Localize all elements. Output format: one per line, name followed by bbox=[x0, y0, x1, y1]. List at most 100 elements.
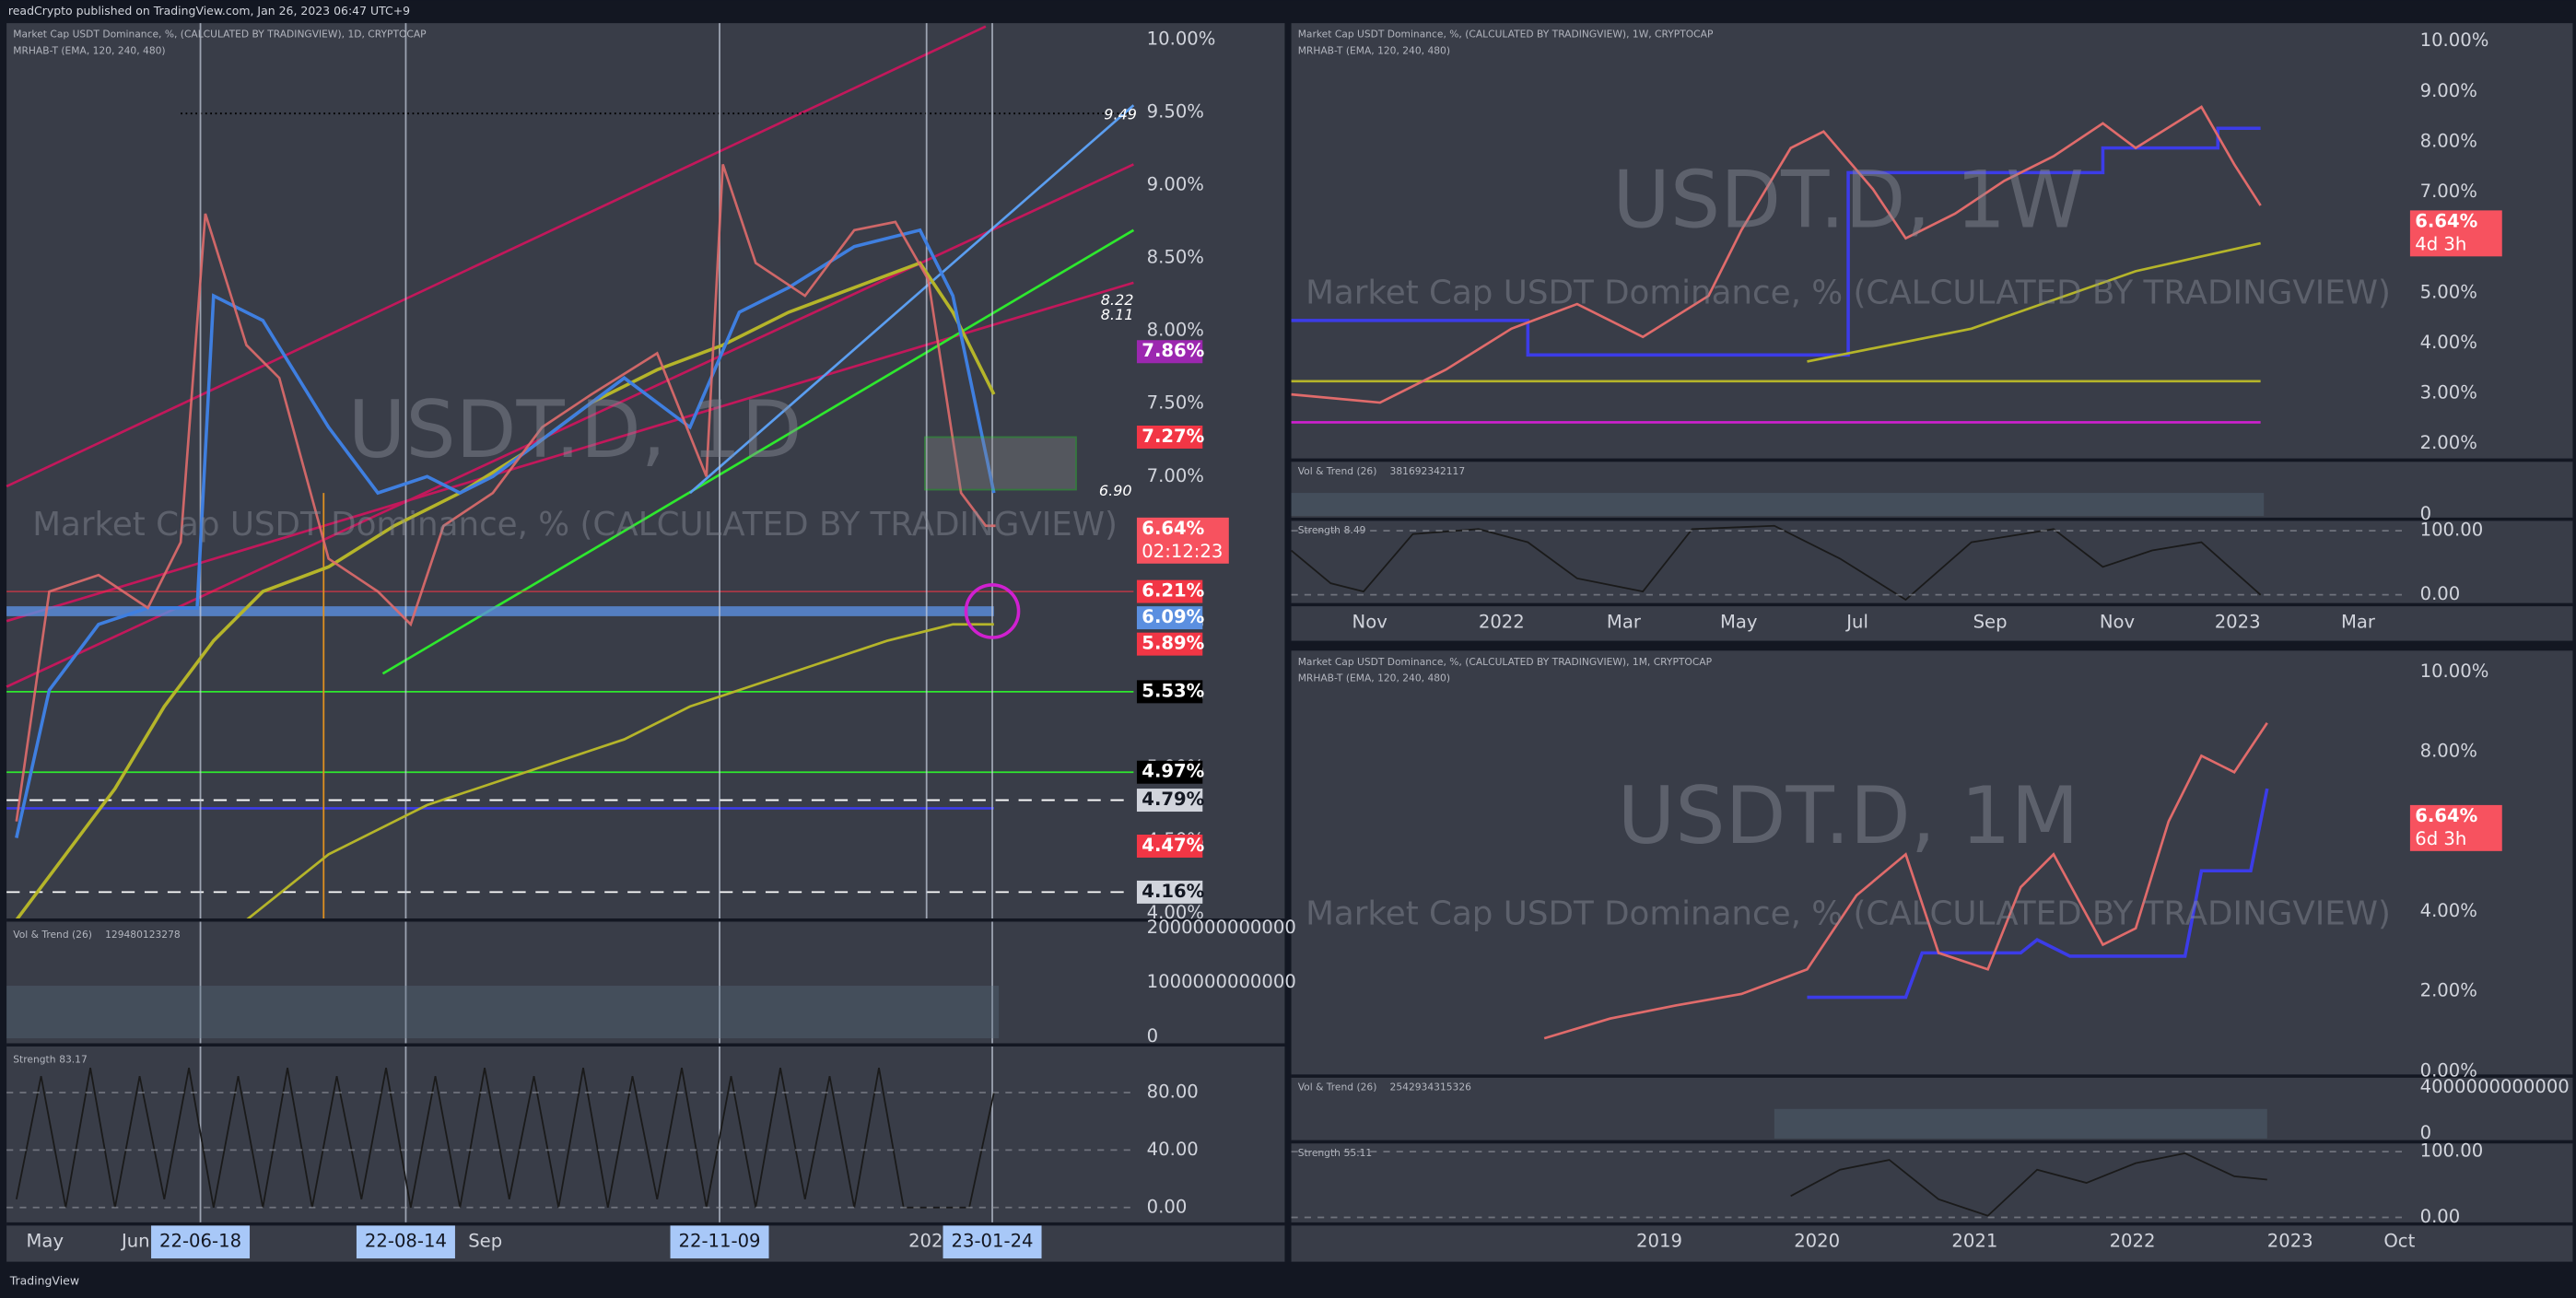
price-badge-label: 5.53% bbox=[1142, 680, 1204, 701]
price-tick-label: 10.00% bbox=[2420, 661, 2489, 682]
volume-title: Vol & Trend (26) bbox=[1298, 465, 1377, 477]
strength-line bbox=[15, 1068, 995, 1209]
price-badge bbox=[1136, 340, 1203, 364]
price-tick-label: 2.00% bbox=[2420, 432, 2477, 453]
time-tick-label: Jun bbox=[120, 1231, 150, 1252]
date-badge bbox=[670, 1225, 769, 1259]
annotation: 8.22 bbox=[1101, 291, 1134, 309]
date-badge-label: 22-11-09 bbox=[679, 1231, 761, 1252]
price-badge-label: 4.16% bbox=[1142, 881, 1204, 902]
volume-tick-label: 1000000000000 bbox=[1147, 971, 1296, 992]
price-badge bbox=[1136, 760, 1203, 784]
watermark-subtitle: Market Cap USDT Dominance, % (CALCULATED… bbox=[1306, 895, 2391, 932]
strength-title: Strength bbox=[1298, 1147, 1341, 1159]
trend-line bbox=[381, 228, 1135, 675]
time-tick-label: May bbox=[27, 1231, 64, 1252]
date-badge bbox=[943, 1225, 1042, 1259]
annotation: 8.11 bbox=[1101, 306, 1134, 323]
price-line bbox=[1291, 105, 2262, 404]
strength-title: Strength bbox=[13, 1053, 55, 1065]
publish-header: readCrypto published on TradingView.com,… bbox=[8, 4, 410, 18]
trend-line bbox=[689, 104, 1135, 495]
volume-area bbox=[1774, 1108, 2267, 1139]
indicator-line bbox=[1807, 241, 2261, 363]
price-badge bbox=[2409, 804, 2502, 851]
price-badge-label: 6.64% bbox=[2415, 805, 2477, 826]
time-tick-label: 2023 bbox=[2267, 1231, 2313, 1252]
price-tick-label: 3.00% bbox=[2420, 381, 2477, 403]
price-badge-label: 6.64% bbox=[2415, 210, 2477, 231]
strength-line bbox=[1290, 524, 2262, 602]
indicator-legend: MRHAB-T (EMA, 120, 240, 480) bbox=[1298, 44, 1450, 56]
price-tick-label: 0.00% bbox=[2420, 1059, 2477, 1081]
decorations bbox=[6, 23, 2269, 1224]
price-tick-label: 8.00% bbox=[2420, 130, 2477, 151]
indicator-line bbox=[1807, 788, 2269, 1000]
watermark-subtitle: Market Cap USDT Dominance, % (CALCULATED… bbox=[1306, 274, 2391, 311]
time-tick-label: Sep bbox=[1973, 611, 2008, 632]
price-badge bbox=[1136, 606, 1203, 630]
price-badge bbox=[1136, 425, 1203, 449]
strength-tick-label: 0.00 bbox=[2420, 1206, 2461, 1227]
trend-line bbox=[6, 163, 1134, 688]
price-tick-label: 9.00% bbox=[1147, 174, 1204, 195]
panel-right-top bbox=[1291, 23, 2573, 641]
price-badge-label: 7.86% bbox=[1142, 340, 1204, 361]
strength-tick-label: 80.00 bbox=[1147, 1081, 1199, 1102]
price-tick-label: 2.00% bbox=[2420, 980, 2477, 1001]
date-badge-label: 23-01-24 bbox=[952, 1231, 1034, 1252]
watermark: USDT.D, 1W bbox=[1612, 155, 2084, 246]
price-tick-label: 8.50% bbox=[1147, 247, 1204, 268]
annotation: 9.49 bbox=[1104, 105, 1137, 123]
indicator-legend: MRHAB-T (EMA, 120, 240, 480) bbox=[13, 44, 165, 56]
volume-value: 129480123278 bbox=[105, 929, 181, 941]
price-tick-label: 8.00% bbox=[1147, 320, 1204, 341]
time-tick-label: 2023 bbox=[908, 1231, 954, 1252]
time-tick-label: Nov bbox=[2100, 611, 2136, 632]
volume-tick-label: 0 bbox=[1147, 1025, 1158, 1047]
indicator-line bbox=[245, 623, 994, 921]
price-badge-countdown: 4d 3h bbox=[2415, 233, 2466, 254]
time-tick-label: 2022 bbox=[2110, 1231, 2156, 1252]
price-tick-label: 8.00% bbox=[2420, 741, 2477, 762]
strength-tick-label: 0.00 bbox=[2420, 583, 2461, 604]
price-badge-label: 4.97% bbox=[1142, 761, 1204, 782]
price-tick-label: 5.00% bbox=[2420, 281, 2477, 302]
chart-title: Market Cap USDT Dominance, %, (CALCULATE… bbox=[1298, 656, 1713, 668]
chart-title: Market Cap USDT Dominance, %, (CALCULATE… bbox=[1298, 29, 1714, 41]
strength-tick-label: 100.00 bbox=[2420, 1140, 2484, 1162]
date-badge-label: 22-06-18 bbox=[159, 1231, 241, 1252]
price-badge-label: 4.79% bbox=[1142, 789, 1204, 810]
volume-tick-label: 0 bbox=[2420, 503, 2431, 524]
price-tick-label: 4.00% bbox=[1147, 902, 1204, 923]
time-tick-label: 2019 bbox=[1636, 1231, 1682, 1252]
volume-area bbox=[1291, 493, 2265, 517]
time-tick-label: 2021 bbox=[1951, 1231, 1997, 1252]
price-tick-label: 7.50% bbox=[1147, 392, 1204, 414]
trend-line bbox=[6, 281, 1134, 623]
time-tick-label: Oct bbox=[2383, 1231, 2415, 1252]
time-tick-label: Jul bbox=[1844, 611, 1868, 632]
time-tick-label: 2020 bbox=[1794, 1231, 1840, 1252]
volume-area bbox=[6, 986, 1000, 1039]
price-badge-label: 4.47% bbox=[1142, 835, 1204, 856]
price-badge bbox=[1136, 880, 1203, 904]
price-tick-label: 9.50% bbox=[1147, 101, 1204, 123]
price-tick-label: 7.00% bbox=[1147, 465, 1204, 486]
panel-right-bottom bbox=[1291, 650, 2573, 1262]
price-badge-label: 5.89% bbox=[1142, 633, 1204, 654]
price-badge-label: 6.64% bbox=[1142, 518, 1204, 539]
date-badge-label: 22-08-14 bbox=[365, 1231, 447, 1252]
panel-left bbox=[6, 23, 1285, 1262]
price-badge bbox=[1136, 789, 1203, 813]
price-badge-label: 7.27% bbox=[1142, 426, 1204, 447]
price-badge-countdown: 6d 3h bbox=[2415, 828, 2466, 849]
price-badge bbox=[1136, 579, 1203, 603]
price-badge bbox=[1136, 680, 1203, 704]
watermark-subtitle: Market Cap USDT Dominance, % (CALCULATED… bbox=[32, 506, 1118, 544]
volume-value: 2542934315326 bbox=[1390, 1082, 1472, 1093]
price-tick-label: 7.00% bbox=[2420, 181, 2477, 202]
volume-title: Vol & Trend (26) bbox=[1298, 1082, 1377, 1093]
